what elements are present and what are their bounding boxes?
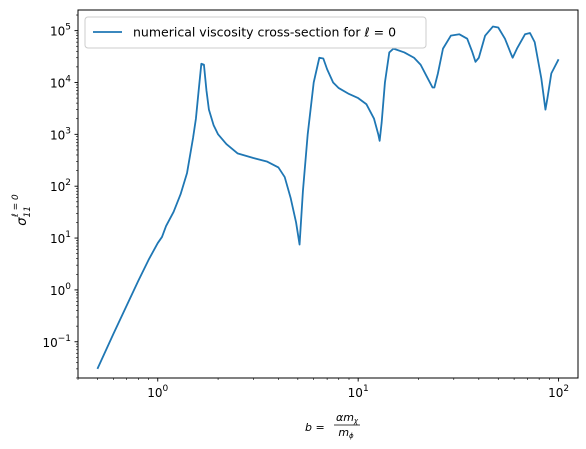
x-label-denominator: mϕ [338,426,354,440]
plot-frame [77,9,579,379]
y-axis-label: σ11ℓ = 0 [11,194,33,226]
svg-text:σ11ℓ = 0: σ11ℓ = 0 [11,194,33,226]
x-tick-label: 101 [348,384,369,400]
x-label-numerator: αmχ [336,411,359,425]
x-axis-label: b = [305,421,325,434]
y-tick-label: 101 [50,230,71,246]
y-tick-label: 103 [50,126,71,142]
y-tick-label: 10−1 [42,334,71,350]
x-axis-label-fraction: αmχ mϕ [334,411,360,440]
x-axis-ticks: 100 101 102 [77,378,569,400]
y-tick-label: 104 [50,74,71,90]
y-axis-ticks: 10−1 100 101 102 103 104 105 [42,14,78,379]
series-line-l0 [96,25,560,370]
y-tick-label: 105 [50,23,71,39]
x-tick-label: 100 [147,384,168,400]
legend-label: numerical viscosity cross-section for ℓ … [133,25,396,40]
x-tick-label: 102 [548,384,569,400]
y-tick-label: 100 [50,282,71,298]
legend-box [84,16,427,49]
legend: numerical viscosity cross-section for ℓ … [84,16,427,49]
y-tick-label: 102 [50,178,71,194]
